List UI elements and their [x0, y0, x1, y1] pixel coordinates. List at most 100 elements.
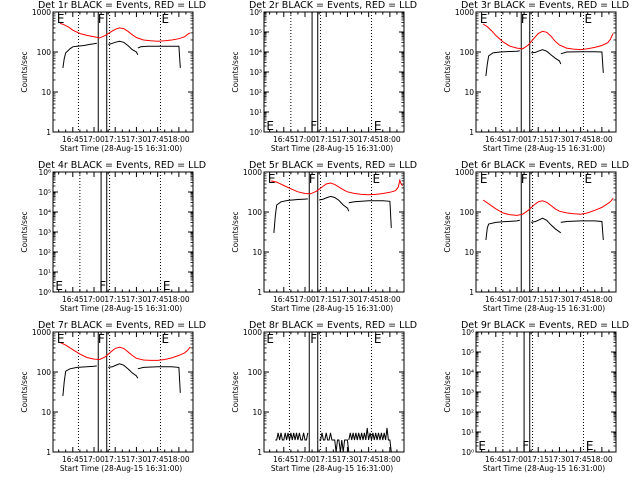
y-tick-label: 10¹ — [249, 108, 262, 117]
x-tick-label: 17:15 — [104, 455, 126, 464]
event-marker-label: E — [586, 439, 594, 453]
x-tick-label: 17:30 — [337, 455, 359, 464]
y-tick-label: 1 — [257, 288, 262, 297]
y-tick-label: 10 — [252, 248, 262, 257]
x-tick-label: 16:45 — [485, 135, 507, 144]
panel-title: Det 8r BLACK = Events, RED = LLD — [249, 320, 417, 331]
event-marker-label: E — [584, 172, 592, 186]
x-tick-label: 17:30 — [549, 455, 571, 464]
plot-frame — [263, 171, 405, 293]
y-tick-label: 100 — [248, 208, 263, 217]
lld-series-line-0 — [59, 22, 191, 42]
y-tick-label: 1 — [257, 448, 262, 457]
x-tick-label: 16:45 — [273, 455, 295, 464]
events-series-line-1 — [108, 363, 139, 379]
event-marker-label: F — [521, 12, 528, 26]
x-tick-label: 17:15 — [527, 135, 549, 144]
x-tick-label: 17:00 — [506, 135, 528, 144]
event-marker-label: E — [57, 12, 65, 26]
x-tick-label: 17:00 — [506, 455, 528, 464]
event-marker-label: F — [99, 279, 106, 293]
y-tick-label: 10⁴ — [249, 48, 262, 57]
x-tick-label: 18:00 — [379, 135, 401, 144]
y-tick-label: 1000 — [32, 328, 51, 337]
y-tick-label: 1000 — [455, 8, 474, 17]
events-series-line-2 — [348, 200, 392, 228]
y-tick-label: 10⁰ — [461, 448, 474, 457]
x-tick-label: 17:45 — [358, 135, 380, 144]
y-tick-label: 1 — [469, 128, 474, 137]
x-tick-label: 17:45 — [358, 455, 380, 464]
x-tick-label: 18:00 — [591, 135, 613, 144]
event-marker-label: E — [57, 332, 65, 346]
event-marker-label: E — [478, 439, 486, 453]
y-tick-label: 10² — [461, 408, 474, 417]
events-series-line-1 — [531, 217, 562, 234]
y-axis-label: Counts/sec — [20, 211, 29, 252]
x-tick-label: 17:15 — [315, 295, 337, 304]
panel-det9r: Det 9r BLACK = Events, RED = LLD 10⁰ 10¹ 10… — [443, 320, 629, 473]
y-tick-label: 10 — [41, 88, 51, 97]
y-tick-label: 10⁵ — [461, 348, 474, 357]
events-series-line-1 — [531, 49, 562, 65]
y-axis-label: Counts/sec — [20, 51, 29, 92]
y-tick-label: 1 — [46, 128, 51, 137]
plot-frame — [52, 11, 194, 133]
y-tick-label: 10² — [38, 248, 51, 257]
y-tick-label: 100 — [460, 208, 475, 217]
event-marker-label: E — [161, 332, 169, 346]
y-tick-label: 100 — [460, 48, 475, 57]
y-tick-label: 10⁴ — [461, 368, 474, 377]
event-marker-label: E — [55, 279, 63, 293]
x-tick-label: 17:45 — [147, 135, 169, 144]
y-axis-label: Counts/sec — [231, 51, 240, 92]
events-series-line-1 — [319, 195, 350, 212]
x-tick-label: 17:00 — [294, 455, 316, 464]
x-tick-label: 17:15 — [527, 455, 549, 464]
x-tick-label: 16:45 — [485, 455, 507, 464]
y-tick-label: 10 — [252, 408, 262, 417]
y-tick-label: 1000 — [455, 168, 474, 177]
x-tick-label: 18:00 — [591, 455, 613, 464]
y-axis-label: Counts/sec — [443, 211, 452, 252]
x-tick-label: 17:15 — [315, 455, 337, 464]
y-tick-label: 10⁶ — [38, 168, 51, 177]
events-series-line-1 — [319, 432, 350, 453]
x-axis-label: Start Time (28-Aug-15 16:31:00) — [483, 144, 605, 153]
x-axis-label: Start Time (28-Aug-15 16:31:00) — [271, 464, 393, 473]
y-tick-label: 1000 — [243, 168, 262, 177]
events-series-line-1 — [108, 40, 139, 56]
events-series-line-0 — [275, 432, 309, 441]
x-tick-label: 18:00 — [168, 455, 190, 464]
lld-series-line-0 — [482, 23, 614, 51]
x-tick-label: 17:45 — [570, 295, 592, 304]
y-tick-label: 10 — [464, 88, 474, 97]
event-marker-label: E — [266, 119, 274, 133]
event-marker-label: F — [522, 439, 529, 453]
x-tick-label: 17:30 — [549, 135, 571, 144]
plot-frame — [52, 331, 194, 453]
x-tick-label: 16:45 — [62, 455, 84, 464]
panel-det8r: Det 8r BLACK = Events, RED = LLD 1 10 100 10… — [231, 320, 417, 473]
x-tick-label: 17:00 — [506, 295, 528, 304]
events-series-line-0 — [485, 219, 520, 241]
x-axis-label: Start Time (28-Aug-15 16:31:00) — [271, 304, 393, 313]
y-tick-label: 100 — [248, 368, 263, 377]
event-marker-label: E — [372, 172, 380, 186]
panel-title: Det 3r BLACK = Events, RED = LLD — [461, 0, 629, 11]
plot-frame — [263, 11, 405, 133]
event-marker-label: E — [266, 332, 274, 346]
y-tick-label: 10¹ — [38, 268, 51, 277]
x-axis-label: Start Time (28-Aug-15 16:31:00) — [60, 304, 182, 313]
plot-frame — [475, 11, 617, 133]
y-tick-label: 1 — [46, 448, 51, 457]
x-axis-label: Start Time (28-Aug-15 16:31:00) — [60, 464, 182, 473]
y-tick-label: 10⁴ — [38, 208, 51, 217]
x-tick-label: 17:45 — [147, 455, 169, 464]
x-tick-label: 17:30 — [549, 295, 571, 304]
x-tick-label: 17:45 — [147, 295, 169, 304]
x-tick-label: 17:45 — [358, 295, 380, 304]
lld-series-line-0 — [482, 197, 614, 216]
y-tick-label: 10 — [41, 408, 51, 417]
